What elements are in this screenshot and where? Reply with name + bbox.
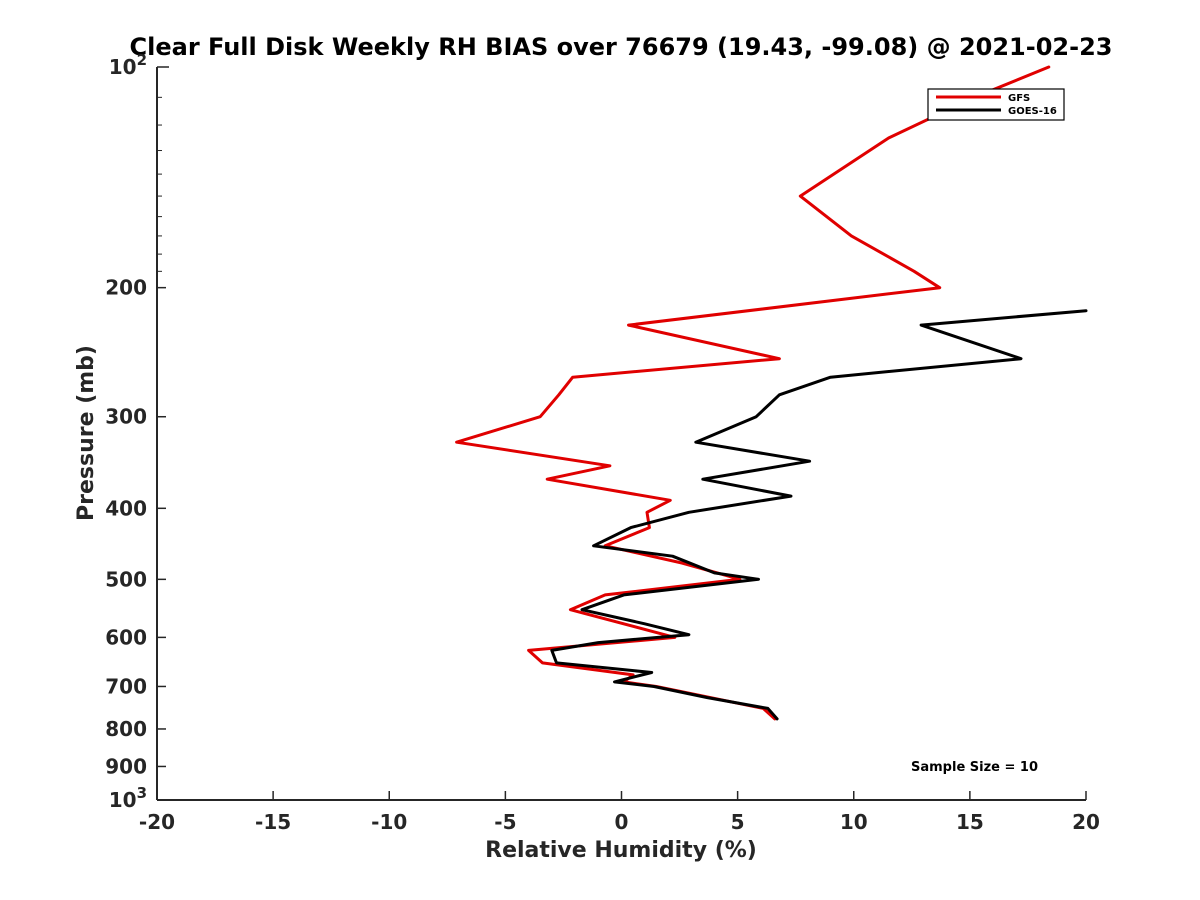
x-tick-label: -5: [494, 810, 516, 834]
legend-label-gfs: GFS: [1008, 93, 1030, 104]
axes: -20 -15 -10 -5 0 5 10 15 20 200 300 400 500 600 700 800…: [105, 51, 1100, 834]
sample-size-annotation: Sample Size = 10: [911, 760, 1038, 775]
series-line-gfs: [455, 65, 1051, 721]
chart-title: Clear Full Disk Weekly RH BIAS over 7667…: [130, 33, 1113, 61]
y-tick-label: 300: [105, 405, 147, 429]
x-tick-label: 5: [731, 810, 745, 834]
x-tick-label: 15: [956, 810, 984, 834]
y-tick-label: 800: [105, 717, 147, 741]
x-tick-label: 20: [1072, 810, 1100, 834]
x-tick-label: 0: [615, 810, 629, 834]
y-axis-label: Pressure (mb): [74, 345, 99, 521]
y-tick-label-decade: 102: [109, 51, 147, 79]
legend-box: [927, 88, 1065, 121]
x-tick-label: -15: [255, 810, 291, 834]
y-tick-label: 200: [105, 276, 147, 300]
y-tick-label: 700: [105, 674, 147, 698]
legend: GFS GOES-16: [927, 88, 1065, 121]
series-line-goes-16: [550, 309, 1088, 721]
plot-area: [157, 67, 1086, 800]
y-tick-label: 400: [105, 496, 147, 520]
x-axis-label: Relative Humidity (%): [485, 838, 757, 863]
y-tick-label-decade: 103: [109, 784, 147, 812]
series-layer: [455, 65, 1088, 721]
x-tick-label: -20: [139, 810, 175, 834]
y-tick-label: 600: [105, 625, 147, 649]
legend-label-goes-16: GOES-16: [1008, 106, 1057, 117]
x-tick-label: 10: [840, 810, 868, 834]
x-tick-label: -10: [371, 810, 407, 834]
y-tick-label: 900: [105, 754, 147, 778]
y-tick-label: 500: [105, 567, 147, 591]
